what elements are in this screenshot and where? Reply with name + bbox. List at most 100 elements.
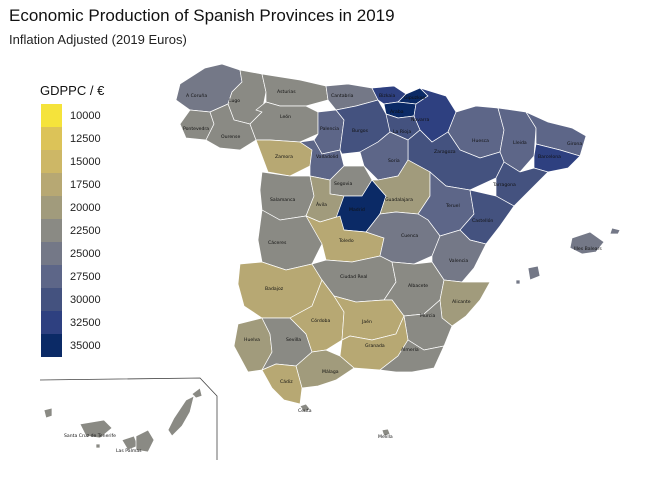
legend-label: 32500 [70,316,101,329]
province-label-araba: Araba [390,109,404,115]
province-label-barcelona: Barcelona [538,154,561,160]
legend-swatch [40,311,62,334]
map-subtitle: Inflation Adjusted (2019 Euros) [9,32,187,47]
province-label-ourense: Ourense [221,134,240,140]
legend-item: 22500 [40,219,104,242]
province-tarragona [495,161,549,207]
legend-label: 15000 [70,155,101,168]
legend-swatch [40,219,62,242]
province-jaen [333,295,405,341]
legend-label: 22500 [70,224,101,237]
province-label-teruel: Teruel [445,203,460,209]
legend-label: 10000 [70,109,101,122]
legend-swatch [40,242,62,265]
province-label-malaga: Málaga [322,368,339,375]
legend-label: 30000 [70,293,101,306]
legend-item: 17500 [40,173,104,196]
province-almeria [379,339,445,373]
province-valencia [431,229,487,283]
legend-item: 35000 [40,334,104,357]
province-illes-balears [515,227,621,285]
province-cuenca [365,211,441,265]
province-label-toledo: Toledo [338,238,354,244]
province-label-cuenca: Cuenca [401,233,418,239]
province-label-badajoz: Badajoz [265,286,284,292]
province-label-melilla: Melilla [378,434,393,440]
province-label-salamanca: Salamanca [270,197,296,203]
province-caceres [257,209,323,271]
province-label-huelva: Huelva [244,337,260,343]
province-las-palmas [135,387,203,453]
province-label-alicante: Alicante [452,299,471,305]
province-label-valladolid: Valladolid [316,154,338,160]
province-label-lugo: Lugo [229,98,240,104]
province-label-cadiz: Cádiz [280,378,293,385]
legend-swatch [40,265,62,288]
province-label-zaragoza: Zaragoza [434,149,456,155]
legend-item: 20000 [40,196,104,219]
province-label-almeria: Almería [401,346,419,353]
province-label-zamora: Zamora [275,154,293,160]
province-salamanca [259,171,315,221]
province-label-pontevedra: Pontevedra [183,126,209,132]
province-label-soria: Soria [388,158,400,164]
legend-swatch [40,196,62,219]
province-label-valencia: Valencia [449,258,468,264]
legend-label: 20000 [70,201,101,214]
legend-swatch [40,104,62,127]
legend-label: 25000 [70,247,101,260]
province-label-gipuzkoa: Gipuzkoa [404,95,425,101]
legend-item: 27500 [40,265,104,288]
legend-label: 35000 [70,339,101,352]
legend-swatch [40,334,62,357]
legend-swatch [40,288,62,311]
legend-label: 12500 [70,132,101,145]
legend-item: 10000 [40,104,104,127]
province-melilla [381,428,391,437]
legend-swatch [40,173,62,196]
province-label-asturias: Asturias [277,89,296,95]
province-ceuta [299,403,311,413]
province-label-madrid: Madrid [349,207,365,213]
province-label-leon: León [280,113,291,120]
province-santa-cruz [43,407,139,451]
province-label-la-rioja: La Rioja [393,129,411,135]
province-ourense [205,103,257,151]
province-label-navarra: Navarra [411,117,429,123]
province-label-sevilla: Sevilla [286,337,301,343]
province-label-ciudad-real: Ciudad Real [340,274,367,280]
legend-item: 25000 [40,242,104,265]
province-label-las-palmas: Las Palmas [116,448,142,454]
province-label-jaen: Jaén [361,318,372,325]
legend-label: 27500 [70,270,101,283]
province-label-palencia: Palencia [320,126,339,132]
province-label-lleida: Lleida [513,140,527,146]
province-label-segovia: Segovia [334,181,352,187]
province-label-ceuta: Ceuta [298,408,312,414]
province-barcelona [533,143,581,173]
legend-swatch [40,150,62,173]
legend-swatch [40,127,62,150]
legend: GDPPC / € 10000 12500 15000 17500 20000 22500… [40,83,104,357]
province-label-albacete: Albacete [408,283,428,289]
legend-label: 17500 [70,178,101,191]
province-label-caceres: Cáceres [268,239,287,246]
province-label-cordoba: Córdoba [311,317,330,324]
province-label-huesca: Huesca [472,138,489,144]
legend-item: 12500 [40,127,104,150]
province-label-illes-balears: Illes Balears [574,246,602,252]
province-label-guadalajara: Guadalajara [385,197,413,203]
province-label-tarragona: Tarragona [492,182,516,188]
province-label-bizkaia: Bizkaia [379,93,396,99]
province-malaga [295,349,355,389]
province-label-castellon: Castellón [472,217,493,224]
province-label-avila: Ávila [316,201,327,208]
legend-item: 32500 [40,311,104,334]
legend-item: 15000 [40,150,104,173]
province-label-a-coruna: A Coruña [186,93,207,99]
province-label-murcia: Murcia [420,313,435,319]
province-label-cantabria: Cantabria [331,93,354,99]
legend-title: GDPPC / € [40,83,105,98]
map-title: Economic Production of Spanish Provinces… [9,6,395,25]
